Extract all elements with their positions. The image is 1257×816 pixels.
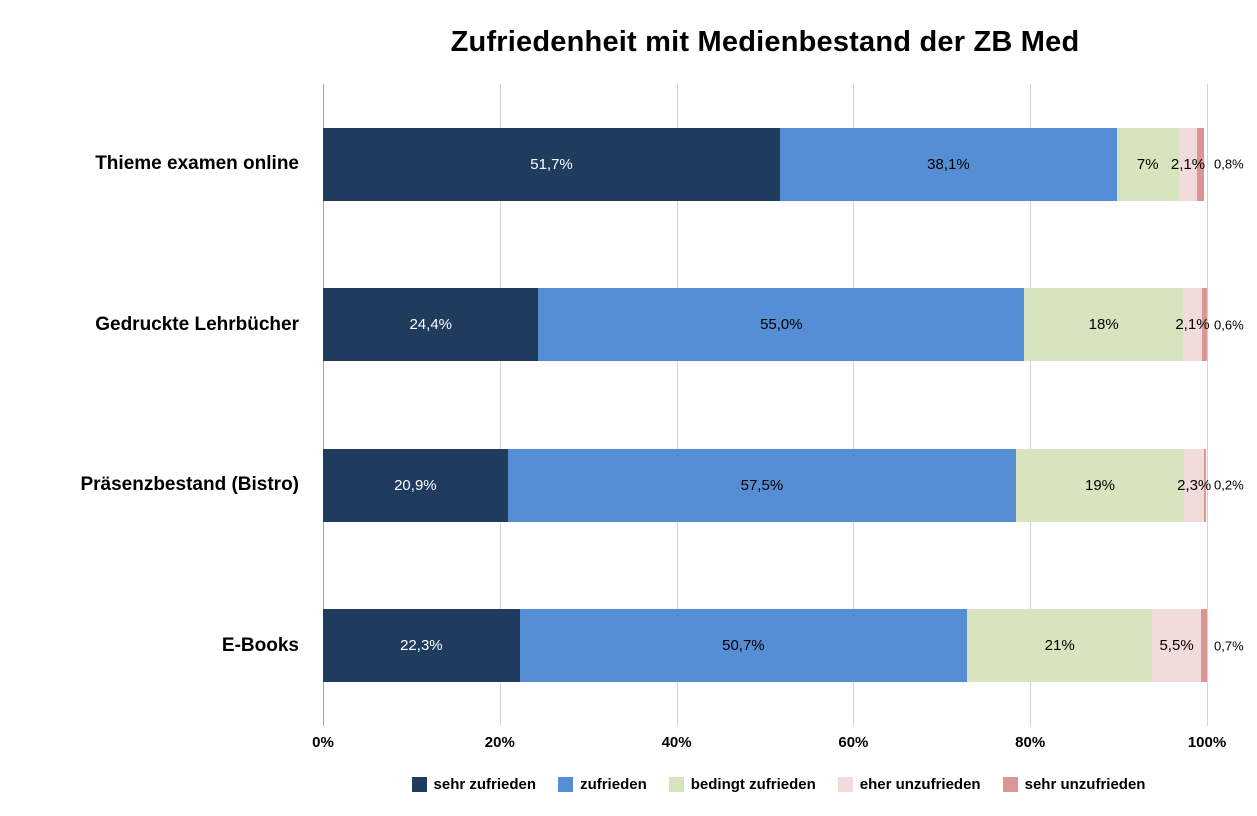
- bar-segment-zufrieden: 38,1%: [780, 127, 1117, 201]
- legend-item-sehr-zufrieden: sehr zufrieden: [411, 775, 537, 793]
- category-label: Thieme examen online: [95, 153, 299, 175]
- gridline: [853, 84, 855, 726]
- segment-value-label: 51,7%: [530, 155, 573, 173]
- stack: 24,4% 55,0% 18% 2,1%: [323, 288, 1210, 362]
- legend-swatch-icon: [668, 776, 684, 792]
- segment-value-label: 19%: [1085, 476, 1116, 494]
- chart-row: Präsenzbestand (Bistro) 20,9% 57,5% 19% 2,3%…: [0, 405, 1244, 566]
- gridlines: [323, 84, 1208, 726]
- bar-segment-bedingt-zufrieden: 18%: [1024, 288, 1184, 362]
- x-tick-label: 80%: [1015, 734, 1046, 751]
- bar-segment-zufrieden: 50,7%: [519, 609, 968, 683]
- x-tick-label: 60%: [838, 734, 869, 751]
- legend-label: sehr zufrieden: [433, 775, 537, 793]
- chart-row: Thieme examen online 51,7% 38,1% 7% 2,1% 0,8%: [0, 84, 1244, 245]
- bar-segment-eher-unzufrieden: 2,1%: [1171, 127, 1205, 201]
- legend-label: sehr unzufrieden: [1024, 775, 1146, 793]
- legend-item-bedingt-zufrieden: bedingt zufrieden: [668, 775, 816, 793]
- chart-title-area: Zufriedenheit mit Medienbestand der ZB M…: [323, 0, 1207, 84]
- legend-swatch-icon: [411, 776, 427, 792]
- segment-value-label: 24,4%: [409, 316, 453, 334]
- stack: 51,7% 38,1% 7% 2,1%: [323, 127, 1207, 201]
- legend-label: zufrieden: [580, 775, 647, 793]
- gridline: [1030, 84, 1032, 726]
- segment-value-label: 7%: [1136, 155, 1159, 173]
- bar-segment-sehr-zufrieden: 22,3%: [323, 609, 520, 683]
- segment-value-label: 21%: [1044, 637, 1075, 655]
- bar-segment-bedingt-zufrieden: 19%: [1016, 448, 1184, 522]
- bar-segment-sehr-unzufrieden: [1197, 127, 1205, 201]
- segment-value-label-outside: 0,2%: [1214, 477, 1244, 493]
- bar-stack: 51,7% 38,1% 7% 2,1% 0,8%: [323, 127, 1244, 201]
- bar-segment-bedingt-zufrieden: 21%: [967, 609, 1153, 683]
- bar-stack: 22,3% 50,7% 21% 5,5% 0,7%: [323, 609, 1244, 683]
- bar-segment-zufrieden: 57,5%: [507, 448, 1017, 522]
- segment-value-label: 22,3%: [400, 637, 443, 655]
- bar-segment-sehr-zufrieden: 51,7%: [323, 127, 781, 201]
- stack: 22,3% 50,7% 21% 5,5%: [323, 609, 1207, 683]
- bar-segment-bedingt-zufrieden: 7%: [1116, 127, 1179, 201]
- bar-segment-sehr-unzufrieden: [1204, 448, 1207, 522]
- bar-stack: 20,9% 57,5% 19% 2,3% 0,2%: [323, 448, 1244, 522]
- category-label: E-Books: [221, 634, 299, 656]
- chart-row: E-Books 22,3% 50,7% 21% 5,5% 0,7%: [0, 566, 1244, 727]
- gridline: [499, 84, 501, 726]
- bar-segment-eher-unzufrieden: 2,1%: [1175, 288, 1210, 362]
- bar-segment-sehr-unzufrieden: [1200, 609, 1207, 683]
- x-tick-label: 0%: [312, 734, 334, 751]
- x-axis: 0% 20% 40% 60% 80% 100%: [312, 726, 1226, 760]
- bar-stack: 24,4% 55,0% 18% 2,1% 0,6%: [323, 288, 1244, 362]
- segment-value-label: 5,5%: [1159, 637, 1194, 655]
- segment-value-label: 20,9%: [394, 476, 437, 494]
- legend-item-sehr-unzufrieden: sehr unzufrieden: [1002, 775, 1146, 793]
- bar-segment-eher-unzufrieden: 2,3%: [1177, 448, 1211, 522]
- x-tick-label: 100%: [1187, 734, 1227, 751]
- bar-segment-sehr-zufrieden: 24,4%: [323, 288, 539, 362]
- segment-value-label-outside: 0,6%: [1214, 317, 1244, 333]
- segment-value-label: 57,5%: [740, 476, 784, 494]
- legend-label: eher unzufrieden: [859, 775, 981, 793]
- category-label: Präsenzbestand (Bistro): [80, 474, 299, 496]
- gridline: [1207, 84, 1208, 726]
- segment-value-label: 2,1%: [1170, 155, 1206, 173]
- plot-area: Thieme examen online 51,7% 38,1% 7% 2,1% 0,8%…: [0, 84, 1257, 726]
- segment-value-label: 2,1%: [1175, 316, 1210, 334]
- legend: sehr zufrieden zufrieden bedingt zufrieden…: [300, 760, 1257, 808]
- x-tick-label: 40%: [661, 734, 692, 751]
- chart-title: Zufriedenheit mit Medienbestand der ZB M…: [450, 25, 1080, 58]
- legend-item-zufrieden: zufrieden: [558, 776, 647, 793]
- segment-value-label-outside: 0,7%: [1214, 638, 1244, 654]
- chart-row: Gedruckte Lehrbücher 24,4% 55,0% 18% 2,1% 0,6…: [0, 245, 1244, 406]
- bar-segment-eher-unzufrieden: 5,5%: [1152, 609, 1201, 683]
- bar-segment-sehr-unzufrieden: [1201, 288, 1208, 362]
- category-label: Gedruckte Lehrbücher: [95, 313, 299, 335]
- segment-value-label: 55,0%: [760, 316, 803, 334]
- legend-label: bedingt zufrieden: [690, 775, 816, 793]
- x-tick-label: 20%: [484, 734, 515, 751]
- legend-swatch-icon: [558, 776, 574, 792]
- bar-segment-zufrieden: 55,0%: [538, 288, 1025, 362]
- gridline: [323, 84, 324, 726]
- rows: Thieme examen online 51,7% 38,1% 7% 2,1% 0,8%…: [0, 84, 1244, 727]
- legend-swatch-icon: [1002, 776, 1018, 792]
- bar-segment-sehr-zufrieden: 20,9%: [323, 448, 508, 522]
- segment-value-label: 50,7%: [722, 637, 765, 655]
- segment-value-label: 18%: [1088, 316, 1119, 334]
- stack: 20,9% 57,5% 19% 2,3%: [323, 448, 1211, 522]
- segment-value-label: 2,3%: [1177, 476, 1212, 494]
- segment-value-label: 38,1%: [927, 155, 970, 173]
- segment-value-label-outside: 0,8%: [1214, 156, 1244, 172]
- legend-swatch-icon: [837, 776, 853, 792]
- legend-item-eher-unzufrieden: eher unzufrieden: [837, 775, 981, 793]
- gridline: [676, 84, 678, 726]
